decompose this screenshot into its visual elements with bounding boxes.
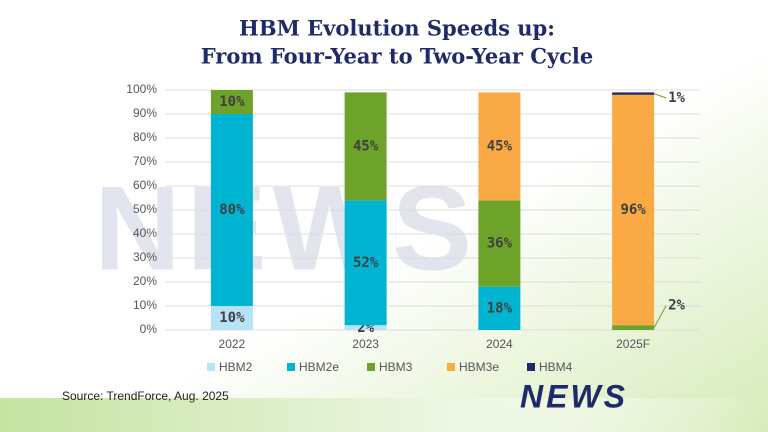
y-tick-label: 50% [133, 202, 157, 216]
footer-band [0, 398, 768, 432]
watermark: NEWS [94, 162, 478, 296]
bar-segment [344, 92, 387, 201]
y-tick-label: 0% [140, 322, 158, 336]
data-label: 10% [219, 94, 245, 110]
data-label: 45% [353, 138, 379, 154]
y-tick-label: 80% [133, 130, 157, 144]
data-label: 18% [487, 300, 513, 316]
data-label: 96% [620, 202, 646, 218]
data-label: 80% [219, 202, 245, 218]
bar-segment [344, 200, 387, 326]
y-tick-label: 30% [133, 250, 157, 264]
leader-line [653, 93, 667, 99]
chart-title: HBM Evolution Speeds up: [239, 16, 555, 41]
legend-label: HBM2 [219, 360, 253, 374]
bar-segment [612, 92, 655, 95]
bar-segment [478, 286, 521, 330]
data-label: 52% [353, 255, 379, 271]
y-tick-label: 60% [133, 178, 157, 192]
x-tick-label: 2023 [352, 337, 379, 351]
data-label: 45% [487, 138, 513, 154]
source: Source: TrendForce, Aug. 2025 [62, 389, 229, 403]
bar-segment [210, 90, 253, 114]
y-tick-label: 20% [133, 274, 157, 288]
legend-swatch [527, 363, 535, 371]
y-tick-label: 100% [126, 82, 157, 96]
bar-segment [210, 114, 253, 306]
y-tick-label: 70% [133, 154, 157, 168]
legend-swatch [447, 363, 455, 371]
chart-title: From Four-Year to Two-Year Cycle [201, 44, 594, 69]
y-tick-label: 40% [133, 226, 157, 240]
legend-swatch [367, 363, 375, 371]
logo: NEWS [520, 378, 628, 414]
data-label: 36% [487, 236, 513, 252]
data-label: 10% [219, 310, 245, 326]
legend-label: HBM3 [379, 360, 413, 374]
data-label: 2% [668, 298, 685, 314]
legend-label: HBM3e [459, 360, 499, 374]
bar-segment [612, 94, 655, 326]
x-tick-label: 2025F [616, 337, 650, 351]
bar-segment [478, 92, 521, 201]
legend-label: HBM4 [539, 360, 573, 374]
y-tick-label: 10% [133, 298, 157, 312]
bar-segment [612, 325, 655, 330]
x-tick-label: 2022 [219, 337, 246, 351]
legend-swatch [207, 363, 215, 371]
x-tick-label: 2024 [486, 337, 513, 351]
data-label: 1% [668, 90, 685, 106]
y-tick-label: 90% [133, 106, 157, 120]
bar-segment [210, 306, 253, 330]
bar-segment [344, 325, 387, 330]
leader-line [653, 305, 667, 328]
bar-segment [478, 200, 521, 287]
legend-swatch [287, 363, 295, 371]
legend-label: HBM2e [299, 360, 339, 374]
